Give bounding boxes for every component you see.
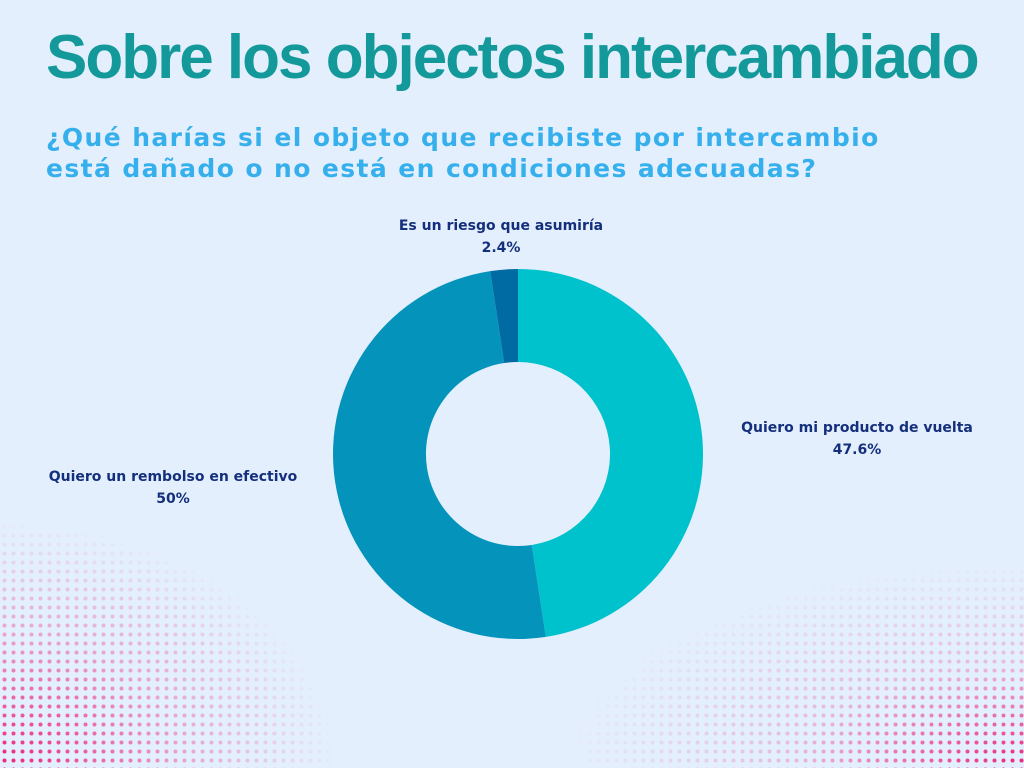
slice-label-refund: Quiero un rembolso en efectivo — [49, 469, 298, 485]
donut-slices — [333, 269, 703, 639]
slice-value-risk: 2.4% — [482, 240, 521, 256]
slice-refund — [333, 271, 546, 639]
slice-return — [518, 269, 703, 637]
slice-value-refund: 50% — [156, 491, 190, 507]
slice-label-group-return: Quiero mi producto de vuelta 47.6% — [741, 420, 973, 458]
slice-label-risk: Es un riesgo que asumiría — [399, 218, 603, 234]
slice-risk — [490, 269, 518, 364]
halftone-decoration-left — [0, 520, 340, 768]
slice-label-group-risk: Es un riesgo que asumiría 2.4% — [399, 218, 603, 256]
page-title: Sobre los objectos intercambiado — [46, 23, 980, 92]
slice-value-return: 47.6% — [833, 442, 882, 458]
slice-label-group-refund: Quiero un rembolso en efectivo 50% — [49, 469, 298, 507]
question-subtitle: ¿Qué harías si el objeto que recibiste p… — [46, 123, 880, 183]
slice-label-return: Quiero mi producto de vuelta — [741, 420, 973, 436]
